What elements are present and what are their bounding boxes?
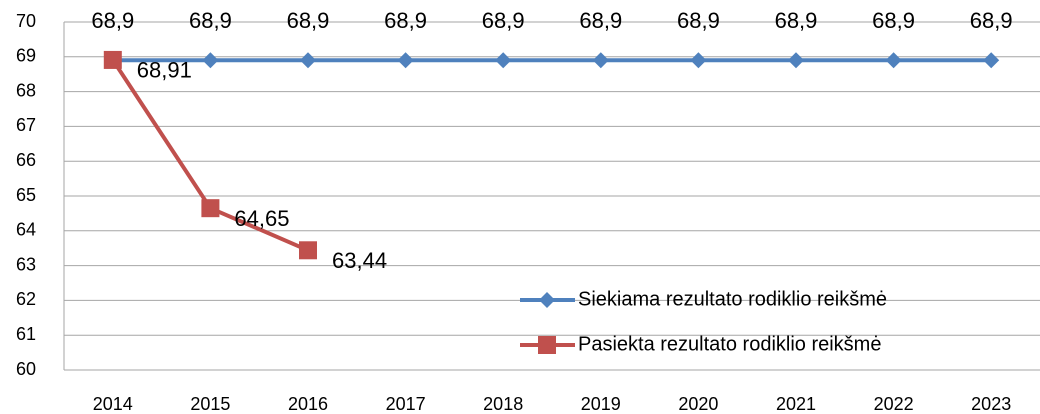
point-marker — [299, 241, 317, 260]
y-tick-label: 67 — [16, 115, 36, 135]
data-label: 68,9 — [189, 8, 232, 33]
data-label: 68,9 — [677, 8, 720, 33]
data-label: 64,65 — [234, 206, 289, 231]
point-marker — [397, 52, 414, 69]
data-label: 63,44 — [332, 248, 387, 273]
x-tick-label: 2023 — [971, 394, 1011, 414]
legend-label: Siekiama rezultato rodiklio reikšmė — [578, 288, 887, 310]
y-tick-label: 69 — [16, 46, 36, 66]
x-tick-label: 2014 — [93, 394, 133, 414]
x-tick-label: 2015 — [190, 394, 230, 414]
data-label: 68,9 — [287, 8, 330, 33]
legend-label: Pasiekta rezultato rodiklio reikšmė — [578, 333, 881, 355]
x-tick-label: 2022 — [874, 394, 914, 414]
x-tick-label: 2020 — [678, 394, 718, 414]
y-tick-label: 61 — [16, 324, 36, 344]
point-marker — [592, 52, 609, 69]
y-tick-label: 63 — [16, 254, 36, 274]
point-marker — [690, 52, 707, 69]
legend-marker — [538, 336, 556, 354]
point-marker — [495, 52, 512, 69]
legend-marker — [539, 292, 555, 308]
data-label: 68,9 — [775, 8, 818, 33]
x-tick-label: 2018 — [483, 394, 523, 414]
point-marker — [885, 52, 902, 69]
y-tick-label: 70 — [16, 11, 36, 31]
data-label: 68,9 — [872, 8, 915, 33]
y-tick-label: 68 — [16, 80, 36, 100]
point-marker — [300, 52, 316, 69]
y-tick-label: 65 — [16, 185, 36, 205]
data-label: 68,9 — [384, 8, 427, 33]
data-label: 68,9 — [970, 8, 1013, 33]
data-label: 68,9 — [579, 8, 622, 33]
y-tick-label: 60 — [16, 359, 36, 379]
point-marker — [201, 199, 220, 218]
data-label: 68,91 — [137, 58, 192, 83]
data-label: 68,9 — [91, 8, 134, 33]
data-label: 68,9 — [482, 8, 525, 33]
point-marker — [983, 52, 1000, 69]
x-tick-label: 2019 — [581, 394, 621, 414]
x-tick-label: 2016 — [288, 394, 328, 414]
point-marker — [103, 50, 122, 69]
y-tick-label: 66 — [16, 150, 36, 170]
y-tick-label: 62 — [16, 289, 36, 309]
point-marker — [202, 52, 219, 69]
point-marker — [788, 52, 804, 69]
y-tick-label: 64 — [16, 220, 36, 240]
x-tick-label: 2021 — [776, 394, 816, 414]
x-tick-label: 2017 — [386, 394, 426, 414]
